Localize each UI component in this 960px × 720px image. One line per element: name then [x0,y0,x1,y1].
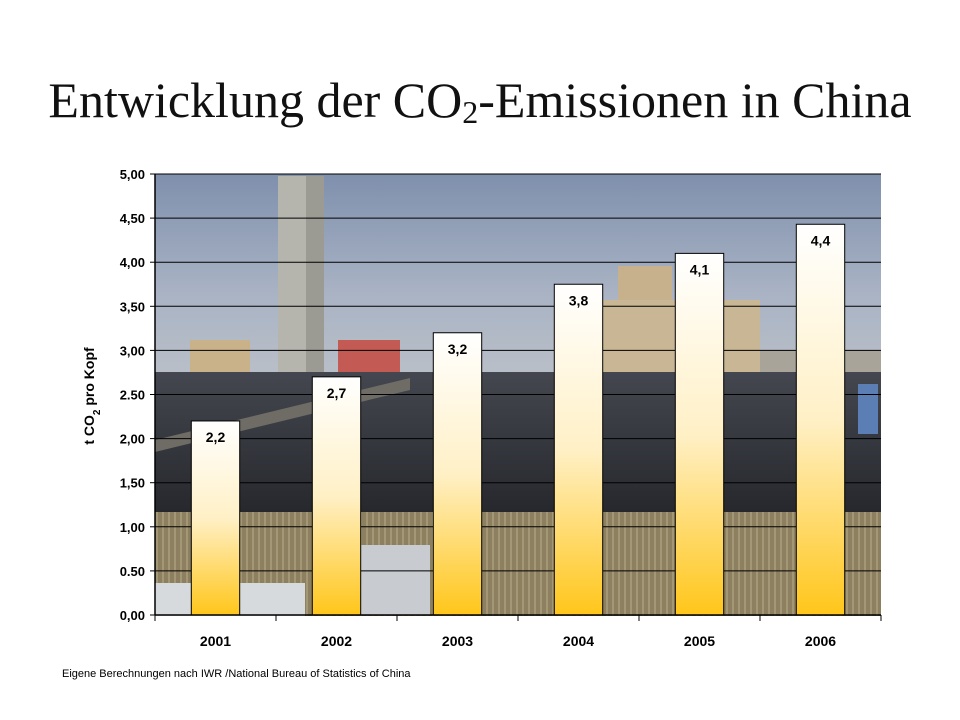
y-axis-label-prefix: t CO [81,415,97,445]
data-label-2003: 3,2 [448,341,468,357]
slide-title: Entwicklung der CO2-Emissionen in China [40,64,920,148]
axes [150,173,882,621]
source-note: Eigene Berechnungen nach IWR /National B… [62,668,411,680]
x-tick-label-2005: 2005 [684,633,715,649]
bar-2006 [795,223,846,616]
y-tick-label: 3,50 [120,299,145,314]
y-tick-label: 3,00 [120,343,145,358]
data-label-2006: 4,4 [811,232,831,248]
data-label-2005: 4,1 [690,261,710,277]
y-tick-label: 0,00 [120,608,145,623]
chimney-shadow [306,176,324,376]
ground [155,372,881,512]
plot-background-photo [155,174,881,616]
bar-2001 [190,420,241,616]
y-axis-label: t CO2 pro Kopf [81,347,103,445]
bar-2004 [553,283,604,616]
sky [155,174,881,374]
x-tick-label-2001: 2001 [200,633,231,649]
x-tick-label-2003: 2003 [442,633,473,649]
y-tick-label: 0.50 [120,564,145,579]
data-labels: 2,2 2,7 3,2 3,8 4,1 4,4 [206,232,831,445]
x-tick-label-2006: 2006 [805,633,836,649]
data-label-2002: 2,7 [327,385,347,401]
title-subscript: 2 [462,94,479,130]
shed [360,545,430,615]
y-tick-label: 5,00 [120,167,145,182]
y-tick-label: 4,00 [120,255,145,270]
y-tick-label: 2,00 [120,432,145,447]
title-suffix: -Emissionen in China [478,72,912,128]
y-tick-label: 1,50 [120,476,145,491]
y-tick-labels: 0,00 0.50 1,00 1,50 2,00 2.50 3,00 3,50 4,00 4,50… [120,167,145,623]
x-tick-label-2002: 2002 [321,633,352,649]
y-tick-label: 4,50 [120,211,145,226]
data-label-2004: 3,8 [569,292,589,308]
y-tick-label: 1,00 [120,520,145,535]
title-prefix: Entwicklung der CO [48,72,463,128]
y-axis-label-suffix: pro Kopf [81,347,97,410]
y-tick-label: 2.50 [120,388,145,403]
y-axis-label-sub: 2 [92,409,103,415]
blue-structure [858,384,878,434]
bar-2003 [432,332,483,616]
bar-2002 [311,376,362,616]
x-tick-label-2004: 2004 [563,633,594,649]
x-tick-labels: 2001 2002 2003 2004 2005 2006 [200,633,836,649]
bar-2005 [674,252,725,616]
bars [190,223,846,616]
data-label-2001: 2,2 [206,429,226,445]
